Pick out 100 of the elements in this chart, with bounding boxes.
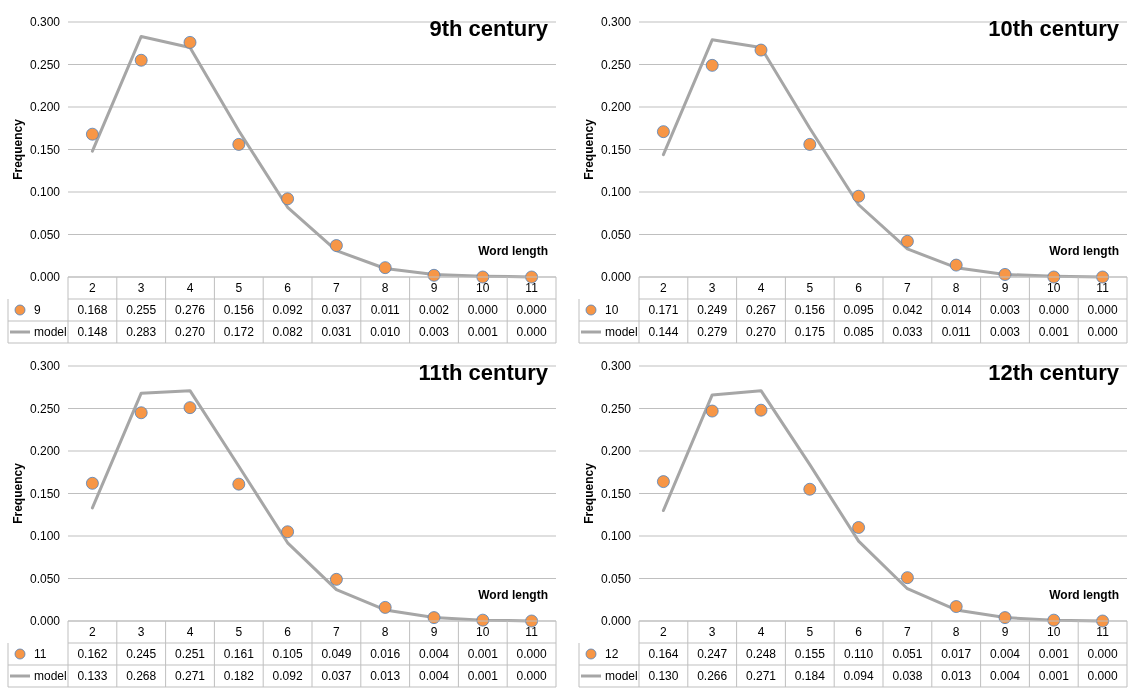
data-label: 0.004 xyxy=(418,669,450,684)
y-tick-label: 0.050 xyxy=(29,571,61,586)
point xyxy=(378,261,392,275)
y-axis-title: Frequency xyxy=(11,462,25,524)
data-label: 0.156 xyxy=(223,303,255,318)
data-label: 0.276 xyxy=(174,303,206,318)
x-tick-label: 4 xyxy=(186,625,194,640)
point xyxy=(754,43,768,57)
data-label: 0.001 xyxy=(1038,325,1070,340)
x-tick-label: 7 xyxy=(333,625,341,640)
x-tick-label: 6 xyxy=(284,281,292,296)
data-label: 0.038 xyxy=(892,669,923,684)
x-axis-title: Word length xyxy=(1049,244,1119,258)
data-label: 0.017 xyxy=(941,647,972,662)
data-label: 0.004 xyxy=(989,669,1021,684)
point xyxy=(232,477,246,491)
data-label: 0.268 xyxy=(126,669,157,684)
data-label: 0.000 xyxy=(1087,303,1118,318)
x-tick-label: 7 xyxy=(904,281,912,296)
x-tick-label: 3 xyxy=(708,281,716,296)
y-tick-label: 0.150 xyxy=(29,486,61,501)
data-label: 0.013 xyxy=(941,669,972,684)
data-label: 0.000 xyxy=(1087,647,1118,662)
y-tick-label: 0.300 xyxy=(29,15,61,30)
data-label: 0.002 xyxy=(418,303,450,318)
data-label: 0.133 xyxy=(77,669,108,684)
data-label: 0.042 xyxy=(892,303,923,318)
x-tick-label: 5 xyxy=(806,625,814,640)
data-label: 0.016 xyxy=(370,647,401,662)
x-tick-label: 11 xyxy=(1096,281,1110,296)
x-tick-label: 8 xyxy=(381,625,389,640)
data-label: 0.271 xyxy=(174,669,206,684)
y-tick-label: 0.100 xyxy=(600,185,632,200)
data-label: 0.011 xyxy=(370,303,401,318)
data-label: 0.000 xyxy=(1087,669,1118,684)
x-tick-label: 6 xyxy=(855,281,863,296)
x-tick-label: 11 xyxy=(525,625,539,640)
data-label: 0.249 xyxy=(697,303,728,318)
point xyxy=(657,475,670,488)
x-tick-label: 7 xyxy=(904,625,912,640)
x-tick-label: 8 xyxy=(952,281,960,296)
x-tick-label: 5 xyxy=(235,281,243,296)
x-axis-title: Word length xyxy=(478,588,548,602)
data-label: 0.270 xyxy=(174,325,206,340)
x-tick-label: 7 xyxy=(333,281,341,296)
data-label: 0.171 xyxy=(648,303,679,318)
data-label: 0.003 xyxy=(418,325,450,340)
data-label: 0.085 xyxy=(843,325,874,340)
x-tick-label: 3 xyxy=(708,625,716,640)
legend-label: 9 xyxy=(34,303,41,318)
x-tick-label: 9 xyxy=(1001,281,1009,296)
data-label: 0.161 xyxy=(223,647,255,662)
x-tick-label: 11 xyxy=(1096,625,1110,640)
x-tick-label: 9 xyxy=(1001,625,1009,640)
y-tick-label: 0.200 xyxy=(600,444,632,459)
x-tick-label: 9 xyxy=(430,625,438,640)
data-label: 0.000 xyxy=(467,303,499,318)
x-tick-label: 10 xyxy=(1047,625,1061,640)
data-label: 0.037 xyxy=(321,669,352,684)
data-label: 0.051 xyxy=(892,647,923,662)
y-tick-label: 0.250 xyxy=(29,401,61,416)
point xyxy=(949,600,963,613)
data-label: 0.000 xyxy=(516,303,547,318)
data-label: 0.271 xyxy=(745,669,777,684)
x-tick-label: 4 xyxy=(757,625,765,640)
data-label: 0.000 xyxy=(1038,303,1070,318)
data-label: 0.037 xyxy=(321,303,352,318)
x-tick-label: 5 xyxy=(235,625,243,640)
x-tick-label: 5 xyxy=(806,281,814,296)
data-label: 0.168 xyxy=(77,303,108,318)
data-label: 0.003 xyxy=(989,325,1021,340)
data-label: 0.000 xyxy=(1087,325,1118,340)
y-tick-label: 0.200 xyxy=(600,100,632,115)
y-tick-label: 0.200 xyxy=(29,444,61,459)
point xyxy=(657,125,670,139)
data-label: 0.248 xyxy=(745,647,777,662)
data-label: 0.000 xyxy=(516,325,547,340)
data-label: 0.155 xyxy=(794,647,826,662)
point xyxy=(183,401,197,415)
data-label: 0.001 xyxy=(467,325,499,340)
data-label: 0.164 xyxy=(648,647,679,662)
y-tick-label: 0.150 xyxy=(29,142,61,157)
data-label: 0.105 xyxy=(272,647,303,662)
y-tick-label: 0.000 xyxy=(600,270,632,285)
y-tick-label: 0.050 xyxy=(600,227,632,242)
point xyxy=(134,406,148,420)
point xyxy=(803,138,817,151)
y-axis-title: Frequency xyxy=(582,118,596,180)
y-tick-label: 0.150 xyxy=(600,486,632,501)
data-label: 0.251 xyxy=(174,647,206,662)
data-label: 0.148 xyxy=(77,325,108,340)
point xyxy=(86,476,99,490)
data-label: 0.094 xyxy=(843,669,874,684)
data-label: 0.031 xyxy=(321,325,352,340)
data-label: 0.156 xyxy=(794,303,826,318)
data-label: 0.247 xyxy=(697,647,728,662)
y-axis-title: Frequency xyxy=(11,118,25,180)
y-tick-label: 0.250 xyxy=(29,57,61,72)
y-tick-label: 0.200 xyxy=(29,100,61,115)
x-tick-label: 4 xyxy=(757,281,765,296)
